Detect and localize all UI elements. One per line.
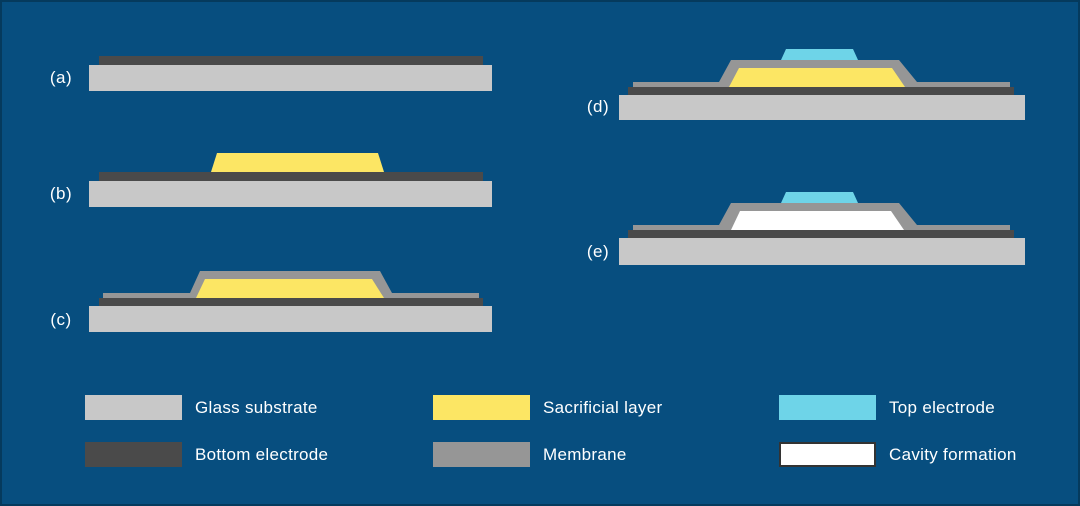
panel-e-bottom-electrode	[628, 230, 1014, 239]
panel-c-sacrificial-layer	[196, 279, 384, 298]
panel-d-sacrificial-layer	[729, 68, 905, 87]
panel-e: (e)	[587, 192, 1025, 265]
panel-c: (c)	[50, 271, 492, 332]
panel-a-label: (a)	[50, 68, 72, 87]
panel-d-glass-substrate	[619, 95, 1025, 120]
panel-a-bottom-electrode	[99, 56, 483, 66]
panel-b-bottom-electrode	[99, 172, 483, 182]
panel-b-sacrificial-layer	[211, 153, 384, 172]
panel-b-label: (b)	[50, 184, 72, 203]
panel-b-glass-substrate	[89, 181, 492, 207]
panel-a-glass-substrate	[89, 65, 492, 91]
panel-c-glass-substrate	[89, 306, 492, 332]
panel-d-label: (d)	[587, 97, 609, 116]
panel-a: (a)	[50, 56, 492, 91]
panel-b: (b)	[50, 153, 492, 207]
panel-e-glass-substrate	[619, 238, 1025, 265]
panel-c-label: (c)	[50, 310, 71, 329]
panel-e-top-electrode	[781, 192, 858, 203]
panel-d-bottom-electrode	[628, 87, 1014, 96]
panel-c-bottom-electrode	[99, 298, 483, 307]
panel-e-cavity	[731, 211, 904, 230]
panel-d: (d)	[587, 49, 1025, 120]
panel-e-label: (e)	[587, 242, 609, 261]
panel-d-top-electrode	[781, 49, 858, 60]
